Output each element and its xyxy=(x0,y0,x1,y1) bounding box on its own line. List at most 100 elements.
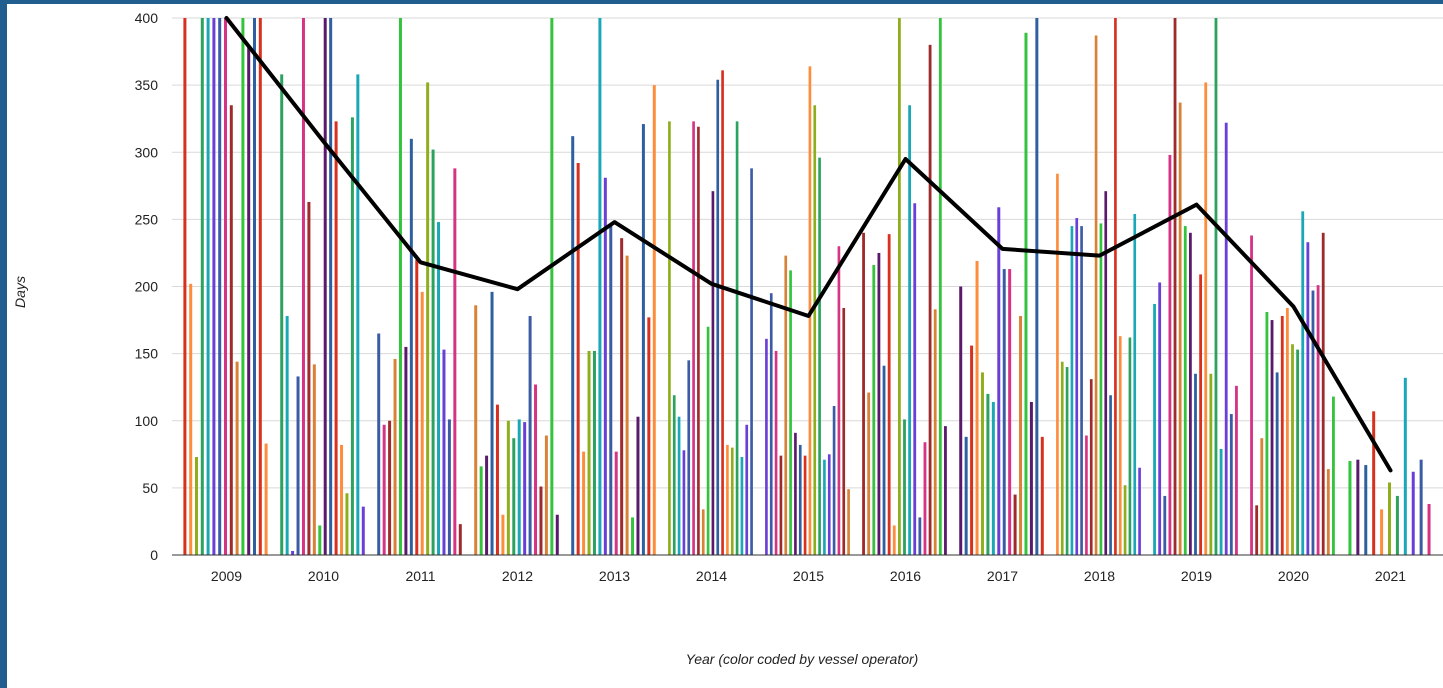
bar xyxy=(677,416,681,555)
bar xyxy=(512,438,516,555)
bar xyxy=(1306,242,1310,555)
bar xyxy=(765,338,768,555)
bar xyxy=(1219,448,1223,555)
bar xyxy=(918,517,922,555)
bar xyxy=(1178,102,1182,555)
bar xyxy=(587,350,591,555)
bar xyxy=(437,222,441,555)
y-tick-label: 150 xyxy=(135,346,159,362)
bar xyxy=(1089,379,1093,555)
bar xyxy=(1372,411,1376,555)
bar xyxy=(1070,226,1074,555)
bar xyxy=(1332,396,1335,555)
bar xyxy=(301,18,305,555)
bar xyxy=(323,18,327,555)
bar xyxy=(393,359,397,555)
bar xyxy=(928,44,932,555)
bar xyxy=(534,384,538,555)
x-tick-label: 2009 xyxy=(211,568,242,584)
bar xyxy=(706,326,710,555)
x-tick-label: 2015 xyxy=(793,568,824,584)
x-axis-title: Year (color coded by vessel operator) xyxy=(686,651,919,667)
x-tick-label: 2019 xyxy=(1181,568,1212,584)
bar xyxy=(253,18,256,555)
bar xyxy=(862,232,865,556)
bar xyxy=(258,18,262,555)
bar xyxy=(264,443,268,555)
bar xyxy=(745,424,749,555)
bar xyxy=(1194,373,1197,555)
bar xyxy=(970,345,974,555)
bar xyxy=(818,157,821,555)
y-axis-title: Days xyxy=(12,276,28,308)
bar xyxy=(1296,349,1300,555)
x-tick-label: 2016 xyxy=(890,568,921,584)
bar xyxy=(183,18,187,555)
bar xyxy=(224,18,227,555)
bar xyxy=(345,493,349,555)
bar xyxy=(1265,312,1269,555)
y-tick-label: 100 xyxy=(135,413,159,429)
bar xyxy=(614,451,618,555)
bar xyxy=(550,18,554,555)
bar xyxy=(1060,361,1064,555)
bar xyxy=(1235,385,1238,555)
bar xyxy=(200,18,204,555)
bar xyxy=(877,252,881,555)
bar xyxy=(1427,503,1431,555)
bar xyxy=(997,207,1001,556)
bar xyxy=(218,18,222,555)
bar xyxy=(1002,269,1006,555)
bar xyxy=(620,238,624,556)
bar xyxy=(212,18,216,555)
bar xyxy=(318,525,322,555)
bar xyxy=(280,74,284,555)
bar xyxy=(1094,35,1098,555)
bar xyxy=(887,234,891,555)
bar xyxy=(334,121,338,556)
bar xyxy=(867,392,871,555)
bar xyxy=(1250,235,1253,556)
bar xyxy=(975,260,979,555)
bar xyxy=(361,506,365,555)
x-tick-label: 2013 xyxy=(599,568,630,584)
bar xyxy=(307,201,311,556)
bar xyxy=(1128,337,1132,555)
bar xyxy=(506,420,510,555)
bar xyxy=(603,177,607,555)
bar xyxy=(490,291,494,555)
bar xyxy=(1380,509,1384,555)
bar xyxy=(1024,32,1028,555)
bar xyxy=(847,489,850,555)
chart-frame: 0 50 100 150 200 250 300 350 400 2009 2010 2011 201… xyxy=(7,4,1443,688)
bar xyxy=(1255,505,1259,555)
bar xyxy=(1204,82,1208,555)
bar xyxy=(609,224,613,555)
bar xyxy=(528,316,532,555)
bar xyxy=(420,291,424,555)
bar xyxy=(872,265,876,555)
bar xyxy=(1280,316,1284,555)
bar xyxy=(944,426,947,555)
bar xyxy=(1326,469,1330,555)
bar xyxy=(329,18,333,555)
bar xyxy=(697,126,700,556)
x-tick-label: 2020 xyxy=(1278,568,1309,584)
bar xyxy=(571,136,575,555)
bar xyxy=(903,419,906,555)
bar xyxy=(398,18,402,555)
bar xyxy=(1311,290,1315,555)
bar xyxy=(1168,154,1172,555)
bar xyxy=(730,447,734,555)
bar xyxy=(1099,223,1103,555)
bar xyxy=(431,149,435,555)
bar xyxy=(726,444,729,555)
bar xyxy=(641,124,645,555)
bar xyxy=(447,419,451,555)
bar xyxy=(582,451,586,555)
y-tick-label: 200 xyxy=(135,279,159,295)
bar xyxy=(1395,495,1399,555)
bar xyxy=(769,293,773,555)
x-tick-label: 2014 xyxy=(696,568,727,584)
bar xyxy=(1199,274,1203,555)
